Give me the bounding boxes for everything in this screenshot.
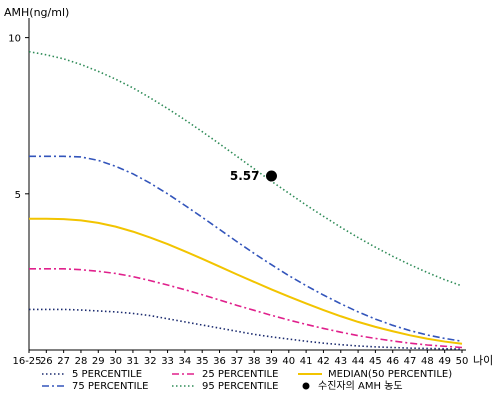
x-tick-label-3: 28 <box>75 356 88 367</box>
legend-label-3: 75 PERCENTILE <box>72 381 148 392</box>
x-tick-label-7: 32 <box>144 356 157 367</box>
x-tick-label-16: 41 <box>300 356 313 367</box>
x-tick-label-22: 47 <box>404 356 417 367</box>
patient-amh-point <box>265 170 277 182</box>
x-tick-label-6: 31 <box>127 356 140 367</box>
x-tick-label-14: 39 <box>265 356 278 367</box>
x-tick-label-21: 46 <box>386 356 399 367</box>
x-tick-label-19: 44 <box>352 356 365 367</box>
x-tick-label-5: 30 <box>109 356 122 367</box>
x-tick-label-23: 48 <box>421 356 434 367</box>
x-tick-label-18: 43 <box>334 356 347 367</box>
y-ticks: 5 10 <box>8 34 29 201</box>
x-tick-label-12: 37 <box>230 356 243 367</box>
legend-label-marker: 수진자의 AMH 농도 <box>318 380 403 392</box>
patient-marker: 5.57 <box>230 169 277 183</box>
x-tick-label-4: 29 <box>92 356 105 367</box>
x-tick-label-11: 36 <box>213 356 226 367</box>
series-line-0 <box>29 308 463 350</box>
legend-label-2: MEDIAN(50 PERCENTILE) <box>328 369 452 380</box>
x-tick-label-13: 38 <box>248 356 261 367</box>
x-tick-label-0: 16-25 <box>12 356 41 367</box>
legend-label-4: 95 PERCENTILE <box>202 381 278 392</box>
x-tick-label-1: 26 <box>40 356 53 367</box>
series-line-2 <box>29 217 463 345</box>
x-tick-label-17: 42 <box>317 356 330 367</box>
x-tick-label-9: 34 <box>179 356 192 367</box>
x-tick-label-8: 33 <box>161 356 174 367</box>
legend-label-1: 25 PERCENTILE <box>202 369 278 380</box>
legend: 5 PERCENTILE 25 PERCENTILE MEDIAN(50 PERCE… <box>42 369 452 392</box>
y-axis-title: AMH(ng/ml) <box>4 6 69 19</box>
legend-swatch-marker <box>302 382 310 390</box>
series-line-4 <box>28 50 463 287</box>
axes <box>28 18 466 351</box>
x-tick-label-15: 40 <box>282 356 295 367</box>
x-tick-label-2: 27 <box>57 356 70 367</box>
patient-amh-value-label: 5.57 <box>230 169 260 183</box>
x-tick-label-20: 45 <box>369 356 382 367</box>
series-lines <box>28 50 463 350</box>
x-tick-label-10: 35 <box>196 356 209 367</box>
series-line-1 <box>29 267 463 349</box>
y-tick-label-0: 5 <box>15 190 21 201</box>
legend-label-0: 5 PERCENTILE <box>72 369 142 380</box>
x-axis-title: 나이 <box>473 354 493 367</box>
y-tick-label-1: 10 <box>8 34 21 45</box>
x-tick-label-24: 49 <box>438 356 451 367</box>
x-tick-label-25: 50 <box>456 356 469 367</box>
series-line-3 <box>29 155 463 343</box>
